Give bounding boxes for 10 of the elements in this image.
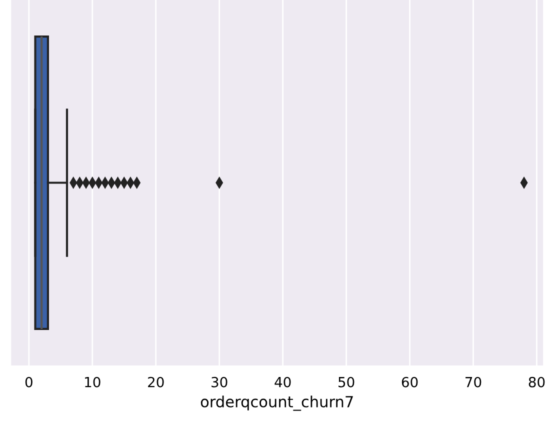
x-tick-label: 10 bbox=[85, 376, 100, 388]
x-tick-label: 70 bbox=[466, 376, 482, 388]
x-tick-label: 50 bbox=[338, 376, 354, 388]
x-tick-label: 0 bbox=[25, 376, 32, 388]
x-tick-label: 30 bbox=[212, 376, 228, 388]
x-tick-label: 80 bbox=[528, 376, 545, 388]
x-tick-label: 60 bbox=[402, 376, 418, 388]
x-tick-label: 40 bbox=[274, 376, 291, 388]
x-tick-label: 20 bbox=[148, 376, 164, 388]
x-axis-title: orderqcount_churn7 bbox=[200, 396, 353, 411]
